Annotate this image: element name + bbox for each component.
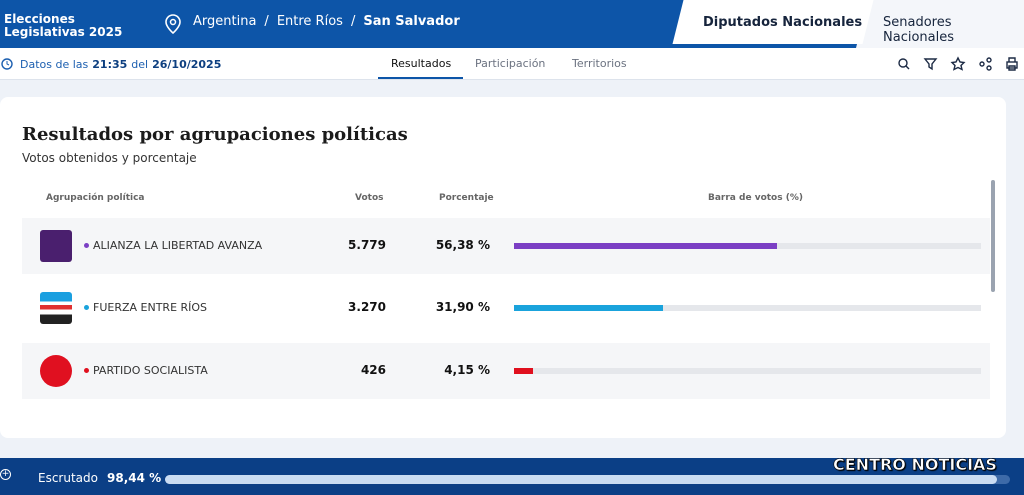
vote-bar bbox=[514, 305, 663, 311]
votes: 426 bbox=[360, 363, 386, 377]
brand-line: Legislativas 2025 bbox=[4, 25, 123, 39]
tab[interactable]: Participación bbox=[475, 57, 546, 70]
bar-track bbox=[514, 305, 981, 311]
party-name: FUERZA ENTRE RÍOS bbox=[84, 301, 207, 314]
datetime-part: del bbox=[131, 58, 149, 71]
progress-bar bbox=[165, 475, 997, 484]
party-label: FUERZA ENTRE RÍOS bbox=[93, 301, 208, 314]
location-icon bbox=[165, 14, 181, 35]
bar-track bbox=[514, 243, 981, 249]
party-logo bbox=[40, 292, 72, 324]
breadcrumb-item[interactable]: Entre Ríos bbox=[276, 14, 343, 29]
party-label: PARTIDO SOCIALISTA bbox=[93, 364, 208, 377]
column-header: Agrupación política bbox=[46, 193, 145, 203]
datetime-part: 26/10/2025 bbox=[152, 58, 222, 71]
progress-label: Escrutado bbox=[38, 471, 98, 485]
datetime-part: Datos de las bbox=[20, 58, 89, 71]
column-header: Porcentaje bbox=[439, 193, 494, 203]
tab[interactable]: Resultados bbox=[391, 57, 452, 70]
vote-bar bbox=[514, 243, 778, 249]
tab[interactable]: Territorios bbox=[572, 57, 627, 70]
votes: 3.270 bbox=[348, 300, 386, 314]
tab[interactable]: Diputados Nacionales bbox=[703, 15, 863, 30]
separator: / bbox=[264, 14, 269, 29]
progress-value: 98,44 % bbox=[107, 471, 162, 485]
scrollbar[interactable] bbox=[991, 180, 995, 292]
party-name: ALIANZA LA LIBERTAD AVANZA bbox=[84, 239, 262, 252]
brand[interactable]: Elecciones Legislativas 2025 bbox=[4, 13, 122, 39]
party-logo bbox=[40, 230, 72, 262]
tab[interactable]: Senadores Nacionales bbox=[883, 15, 954, 45]
separator: / bbox=[350, 14, 356, 29]
watermark: CENTRO NOTICIAS bbox=[833, 455, 998, 475]
card-subtitle: Votos obtenidos y porcentaje bbox=[22, 151, 197, 165]
breadcrumb: Argentina / Entre Ríos / San Salvador bbox=[193, 14, 460, 29]
party-dot bbox=[84, 305, 89, 310]
tab-underline bbox=[378, 77, 463, 79]
party-label: ALIANZA LA LIBERTAD AVANZA bbox=[93, 239, 263, 252]
column-header: Votos bbox=[355, 193, 384, 203]
expand-icon[interactable]: + bbox=[0, 469, 11, 480]
percent: 31,90 % bbox=[435, 300, 490, 314]
toolbar-icons[interactable] bbox=[896, 56, 1020, 72]
brand-line: Elecciones bbox=[4, 12, 75, 26]
votes: 5.779 bbox=[348, 238, 386, 252]
vote-bar bbox=[514, 368, 534, 374]
column-header: Barra de votos (%) bbox=[708, 193, 803, 203]
party-name: PARTIDO SOCIALISTA bbox=[84, 364, 208, 377]
breadcrumb-item[interactable]: San Salvador bbox=[363, 14, 460, 29]
party-logo bbox=[40, 355, 72, 387]
breadcrumb-item[interactable]: Argentina bbox=[193, 14, 257, 29]
percent: 4,15 % bbox=[444, 363, 490, 377]
party-dot bbox=[84, 368, 89, 373]
bar-track bbox=[514, 368, 981, 374]
progress-track bbox=[165, 475, 1010, 484]
percent: 56,38 % bbox=[435, 238, 490, 252]
datetime-part: 21:35 bbox=[92, 58, 128, 71]
datetime: Datos de las 21:35 del 26/10/2025 bbox=[20, 58, 221, 71]
card-title: Resultados por agrupaciones políticas bbox=[22, 124, 408, 145]
clock-icon bbox=[1, 58, 13, 70]
party-dot bbox=[84, 243, 89, 248]
toolbar bbox=[0, 48, 1024, 80]
